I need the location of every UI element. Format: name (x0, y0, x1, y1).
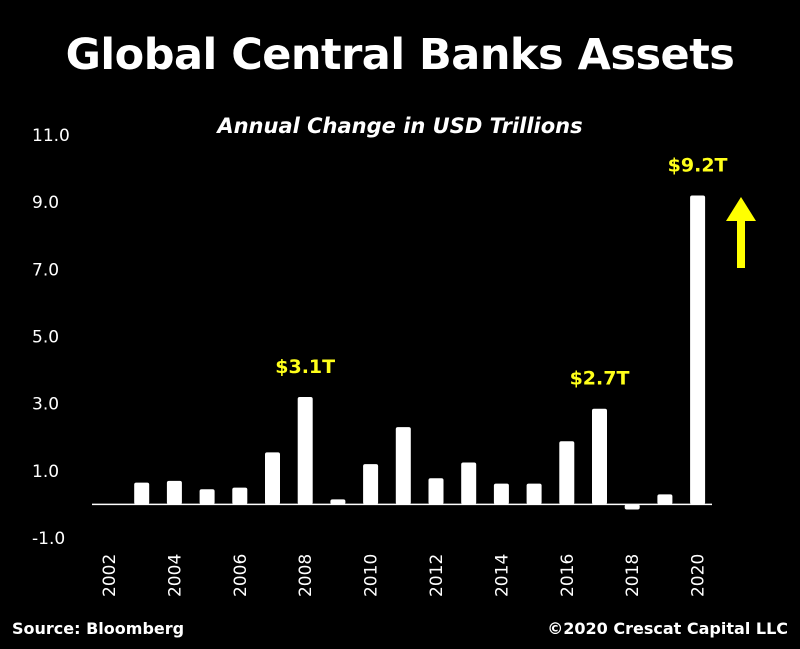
y-tick-label: 5.0 (32, 328, 59, 348)
bar-2012 (428, 478, 444, 505)
y-tick-label: 11.0 (32, 126, 70, 146)
x-tick-label: 2016 (558, 554, 578, 597)
y-tick-label: 9.0 (32, 193, 59, 213)
x-tick-label: 2018 (623, 554, 643, 597)
chart-subtitle: Annual Change in USD Trillions (217, 114, 583, 138)
arrow-head (726, 197, 756, 221)
bar-2018 (624, 504, 640, 510)
bar-2004 (166, 480, 182, 505)
annotations: $3.1T $2.7T $9.2T (275, 154, 727, 389)
bar-2003 (134, 482, 150, 505)
source-note: Source: Bloomberg (12, 619, 185, 638)
y-tick-label: 3.0 (32, 395, 59, 415)
annotation-2017: $2.7T (570, 368, 630, 390)
bar-2007 (265, 452, 280, 505)
bars (134, 195, 706, 510)
annotation-2020: $9.2T (668, 154, 728, 176)
bar-2015 (526, 483, 542, 505)
y-tick-label: -1.0 (32, 529, 65, 549)
x-tick-label: 2020 (689, 554, 709, 597)
bar-2014 (493, 483, 509, 505)
chart-title: Global Central Banks Assets (65, 30, 735, 80)
x-tick-label: 2008 (296, 554, 316, 597)
y-tick-label: 7.0 (32, 260, 59, 280)
bar-2020 (690, 195, 706, 505)
bar-2006 (232, 487, 248, 505)
x-tick-label: 2006 (231, 554, 251, 597)
bar-2017 (592, 408, 607, 505)
bar-2010 (363, 464, 379, 505)
bar-2008 (297, 396, 313, 505)
x-tick-label: 2012 (427, 554, 447, 597)
copyright-note: ©2020 Crescat Capital LLC (547, 619, 788, 638)
bar-2009 (330, 499, 346, 505)
y-tick-label: 1.0 (32, 462, 59, 482)
x-tick-label: 2004 (165, 554, 185, 597)
annotation-2008: $3.1T (275, 356, 335, 378)
x-tick-label: 2002 (100, 554, 120, 597)
up-arrow-icon (726, 197, 756, 268)
bar-2016 (559, 441, 575, 505)
y-axis-ticks: 11.0 9.0 7.0 5.0 3.0 1.0 -1.0 (32, 126, 70, 549)
x-tick-label: 2014 (492, 554, 512, 597)
x-tick-label: 2010 (362, 554, 382, 597)
bar-2019 (657, 494, 673, 505)
x-axis-ticks: 2002 2004 2006 2008 2010 2012 2014 2016 2018 2020 (100, 554, 709, 597)
arrow-shaft (737, 218, 745, 268)
bar-2011 (395, 427, 411, 505)
bar-2005 (199, 489, 215, 505)
bar-2013 (461, 462, 477, 505)
